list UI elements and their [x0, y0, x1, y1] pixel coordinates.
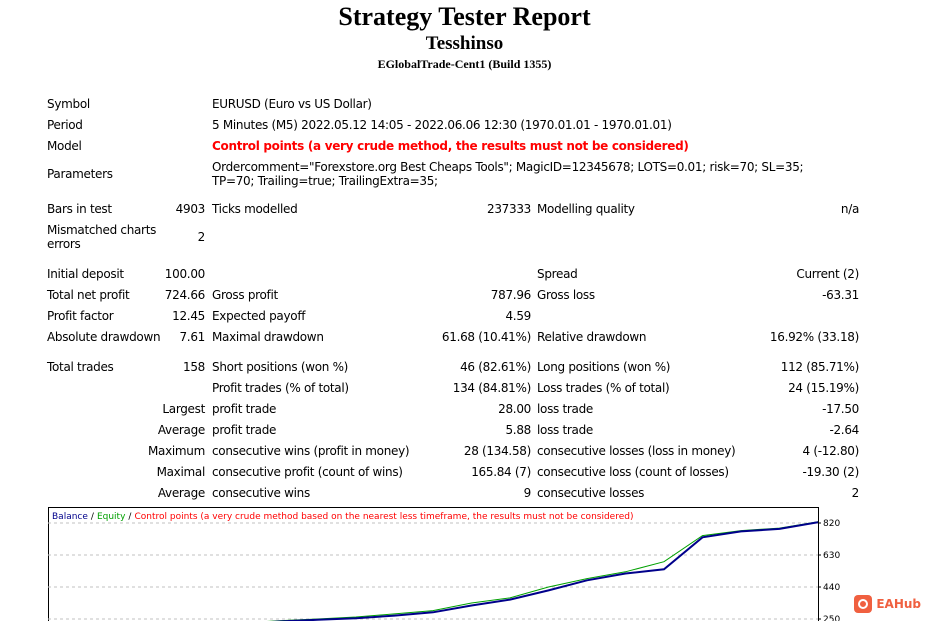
table-cell: consecutive losses: [537, 486, 645, 500]
table-cell: 100.00: [164, 267, 206, 281]
table-cell: consecutive wins: [212, 486, 310, 500]
legend-entry: Equity: [97, 512, 126, 522]
table-cell: 2: [851, 486, 860, 500]
table-cell: 4.59: [505, 309, 531, 323]
table-cell: 9: [523, 486, 532, 500]
table-cell: Total trades: [47, 360, 114, 374]
watermark-text: EAHub: [876, 597, 921, 611]
table-cell: -2.64: [829, 423, 859, 437]
table-cell: -63.31: [822, 288, 859, 302]
plot-area: [266, 521, 818, 621]
watermark: EAHub: [854, 595, 921, 613]
legend-entry: Balance: [52, 512, 88, 522]
series-line: [266, 521, 818, 621]
legend-note: Control points (a very crude method base…: [134, 512, 633, 522]
legend-separator: /: [128, 512, 132, 522]
table-cell: 28.00: [498, 402, 531, 416]
report-title: Strategy Tester Report: [338, 2, 591, 31]
table-cell: 28 (134.58): [463, 444, 531, 458]
table-cell: consecutive profit (count of wins): [212, 465, 403, 479]
table-cell: 112 (85.71%): [780, 360, 860, 374]
table-cell: 4903: [175, 202, 206, 216]
table-cell: 16.92% (33.18): [769, 330, 859, 344]
table-cell: Spread: [537, 267, 578, 281]
table-cell: Expected payoff: [212, 309, 306, 323]
table-cell: Gross profit: [212, 288, 278, 302]
table-cell: profit trade: [212, 423, 277, 437]
table-cell: n/a: [840, 202, 859, 216]
table-cell: Model: [47, 139, 82, 153]
table-cell: 165.84 (7): [471, 465, 531, 479]
table-cell: Absolute drawdown: [47, 330, 161, 344]
table-cell: 5 Minutes (M5) 2022.05.12 14:05 - 2022.0…: [212, 118, 672, 132]
table-cell: Bars in test: [47, 202, 112, 216]
table-cell: 5.88: [505, 423, 531, 437]
table-cell: -19.30 (2): [802, 465, 860, 479]
table-cell: 158: [182, 360, 205, 374]
table-cell: consecutive losses (loss in money): [537, 444, 736, 458]
table-cell: 46 (82.61%): [460, 360, 531, 374]
table-cell: consecutive loss (count of losses): [537, 465, 729, 479]
table-cell: Ordercomment="Forexstore.org Best Cheaps…: [212, 160, 804, 188]
table-cell: 12.45: [172, 309, 205, 323]
table-cell: 134 (84.81%): [452, 381, 532, 395]
table-cell: Profit trades (% of total): [212, 381, 349, 395]
table-cell: Largest: [162, 402, 205, 416]
table-cell: 237333: [486, 202, 531, 216]
table-cell: Ticks modelled: [212, 202, 298, 216]
table-cell: Current (2): [796, 267, 859, 281]
series-line: [271, 521, 818, 621]
server-info: EGlobalTrade-Cent1 (Build 1355): [377, 57, 552, 71]
table-cell: Average: [157, 486, 205, 500]
watermark-icon: [854, 595, 873, 613]
table-cell: Maximal drawdown: [212, 330, 324, 344]
table-cell: loss trade: [537, 402, 593, 416]
table-cell: Symbol: [47, 97, 90, 111]
plot-frame: [48, 507, 819, 621]
table-cell: Relative drawdown: [537, 330, 647, 344]
table-cell: Average: [157, 423, 205, 437]
table-cell: Period: [47, 118, 83, 132]
legend: Balance / Equity / Control points (a very cr…: [52, 512, 633, 522]
table-cell: loss trade: [537, 423, 593, 437]
table-cell: -17.50: [822, 402, 859, 416]
table-cell: 24 (15.19%): [788, 381, 859, 395]
table-cell: Mismatched charts errors: [47, 223, 157, 251]
y-tick-label: 250: [823, 615, 840, 621]
report-subtitle: Tesshinso: [425, 33, 504, 54]
y-tick-label: 440: [823, 583, 840, 593]
table-cell: Loss trades (% of total): [537, 381, 670, 395]
table-cell: Gross loss: [537, 288, 595, 302]
table-cell: consecutive wins (profit in money): [212, 444, 410, 458]
legend-separator: /: [91, 512, 95, 522]
table-cell: Profit factor: [47, 309, 114, 323]
table-cell: 61.68 (10.41%): [441, 330, 531, 344]
table-cell: Parameters: [47, 167, 113, 181]
table-cell: Total net profit: [47, 288, 130, 302]
table-cell: Modelling quality: [537, 202, 635, 216]
table-cell: 2: [197, 230, 206, 244]
y-tick-label: 820: [823, 519, 840, 529]
table-cell: 4 (-12.80): [802, 444, 860, 458]
table-cell: Initial deposit: [47, 267, 124, 281]
table-cell: 787.96: [490, 288, 532, 302]
table-cell: Short positions (won %): [212, 360, 349, 374]
table-cell: profit trade: [212, 402, 277, 416]
table-cell: Long positions (won %): [537, 360, 671, 374]
y-tick-label: 630: [823, 551, 840, 561]
table-cell: Maximal: [156, 465, 206, 479]
table-cell: Maximum: [147, 444, 205, 458]
table-cell: 7.61: [179, 330, 205, 344]
table-cell: 724.66: [164, 288, 206, 302]
table-cell: Control points (a very crude method, the…: [212, 139, 689, 153]
table-cell: EURUSD (Euro vs US Dollar): [212, 97, 372, 111]
